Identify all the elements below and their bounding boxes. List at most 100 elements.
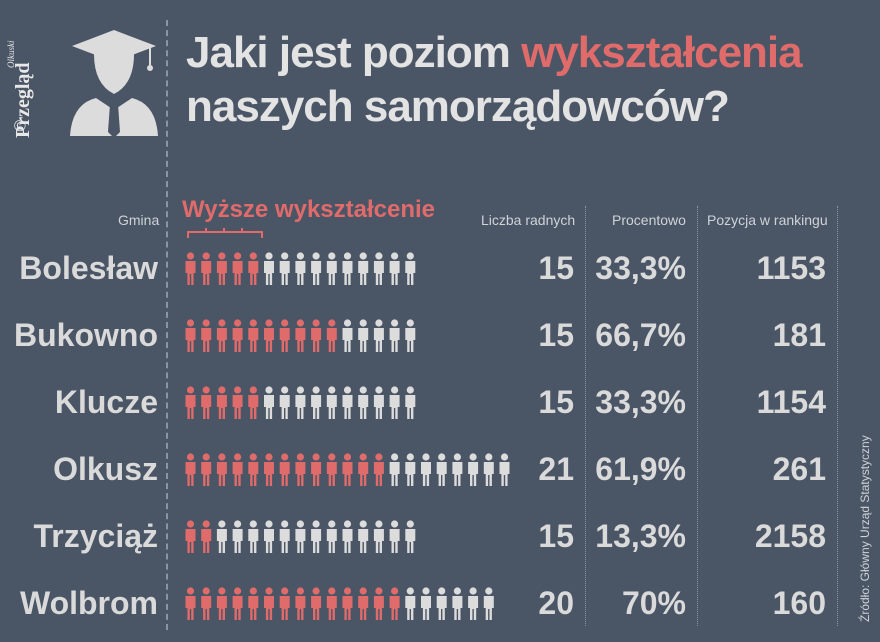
person-other [342, 386, 353, 419]
person-other [452, 587, 463, 620]
person-higher-education [216, 319, 227, 352]
person-other [311, 386, 322, 419]
table-row: Klucze 15 33,3% 1154 [0, 372, 880, 432]
rank-value: 1154 [756, 384, 826, 420]
header-rank: Pozycja w rankingu [707, 212, 828, 228]
people-pictogram [185, 453, 510, 486]
title-highlight: wykształcenia [521, 28, 802, 77]
header-count: Liczba radnych [481, 212, 576, 228]
person-higher-education [185, 252, 196, 285]
person-higher-education [311, 319, 322, 352]
person-other [311, 520, 322, 553]
person-higher-education [248, 587, 259, 620]
gmina-name: Wolbrom [19, 585, 158, 621]
person-higher-education [232, 386, 243, 419]
person-higher-education [201, 587, 212, 620]
count-value: 15 [538, 518, 574, 554]
rank-value: 2158 [754, 518, 826, 554]
title-prefix: Jaki jest poziom [186, 28, 522, 77]
count-value: 15 [538, 250, 574, 286]
person-other [405, 520, 416, 553]
percent-value: 33,3% [595, 384, 686, 420]
person-other [358, 252, 369, 285]
person-other [311, 252, 322, 285]
person-higher-education [248, 252, 259, 285]
person-other [389, 386, 400, 419]
person-higher-education [264, 587, 274, 620]
table-row: Trzyciąż 15 13,3% 2158 [0, 506, 880, 566]
person-higher-education [248, 386, 259, 419]
person-higher-education [201, 520, 212, 553]
count-value: 15 [538, 317, 574, 353]
person-higher-education [248, 319, 259, 352]
table-row: Bukowno 15 66,7% 181 [0, 305, 880, 365]
table-row: Wolbrom 20 70% 160 [0, 573, 880, 633]
count-value: 21 [538, 451, 574, 487]
source-note: Źródło: Główny Urząd Statystyczny [858, 435, 872, 622]
vertical-divider [166, 20, 168, 630]
people-pictogram [185, 520, 416, 553]
person-other [452, 453, 463, 486]
gmina-name: Bolesław [19, 250, 158, 286]
bracket-marker [187, 228, 263, 238]
header-higher-education: Wyższe wykształcenie [182, 196, 436, 223]
person-other [405, 453, 416, 486]
title-line2: naszych samorządowców? [186, 82, 730, 131]
person-higher-education [201, 319, 212, 352]
gmina-name: Olkusz [53, 451, 158, 487]
person-other [342, 520, 353, 553]
person-other [295, 386, 306, 419]
people-pictogram [185, 587, 494, 620]
person-higher-education [264, 453, 274, 486]
rank-value: 1153 [756, 250, 826, 286]
person-other [436, 587, 447, 620]
person-other [326, 252, 337, 285]
person-higher-education [248, 453, 259, 486]
person-other [483, 453, 494, 486]
rank-value: 181 [772, 317, 826, 353]
person-other [373, 319, 384, 352]
people-pictogram [185, 386, 416, 419]
person-higher-education [232, 252, 243, 285]
person-higher-education [358, 453, 369, 486]
percent-value: 13,3% [595, 518, 686, 554]
person-higher-education [373, 453, 384, 486]
person-higher-education [185, 319, 196, 352]
person-other [279, 520, 290, 553]
person-other [389, 319, 400, 352]
person-other [264, 252, 274, 285]
person-other [295, 520, 306, 553]
header-pct: Procentowo [612, 212, 686, 228]
percent-value: 61,9% [595, 451, 686, 487]
person-other [405, 319, 416, 352]
column-rule [837, 206, 838, 626]
person-other [389, 453, 400, 486]
rank-value: 261 [772, 451, 826, 487]
person-other [264, 520, 274, 553]
person-higher-education [358, 587, 369, 620]
person-other [342, 319, 353, 352]
column-rule [585, 206, 586, 626]
person-other [373, 386, 384, 419]
person-other [468, 453, 479, 486]
table-row: Bolesław 15 33,3% 1153 [0, 238, 880, 298]
people-pictogram [185, 252, 416, 285]
gmina-name: Klucze [54, 384, 158, 420]
person-other [326, 520, 337, 553]
person-higher-education [326, 453, 337, 486]
person-higher-education [342, 587, 353, 620]
gmina-name: Bukowno [14, 317, 158, 353]
person-other [216, 520, 227, 553]
person-other [264, 386, 274, 419]
percent-value: 66,7% [595, 317, 686, 353]
person-higher-education [232, 319, 243, 352]
people-pictogram [185, 319, 416, 352]
percent-value: 33,3% [595, 250, 686, 286]
person-other [405, 587, 416, 620]
person-higher-education [326, 587, 337, 620]
person-higher-education [295, 319, 306, 352]
person-other [358, 386, 369, 419]
person-higher-education [279, 587, 290, 620]
person-other [358, 520, 369, 553]
person-other [405, 252, 416, 285]
